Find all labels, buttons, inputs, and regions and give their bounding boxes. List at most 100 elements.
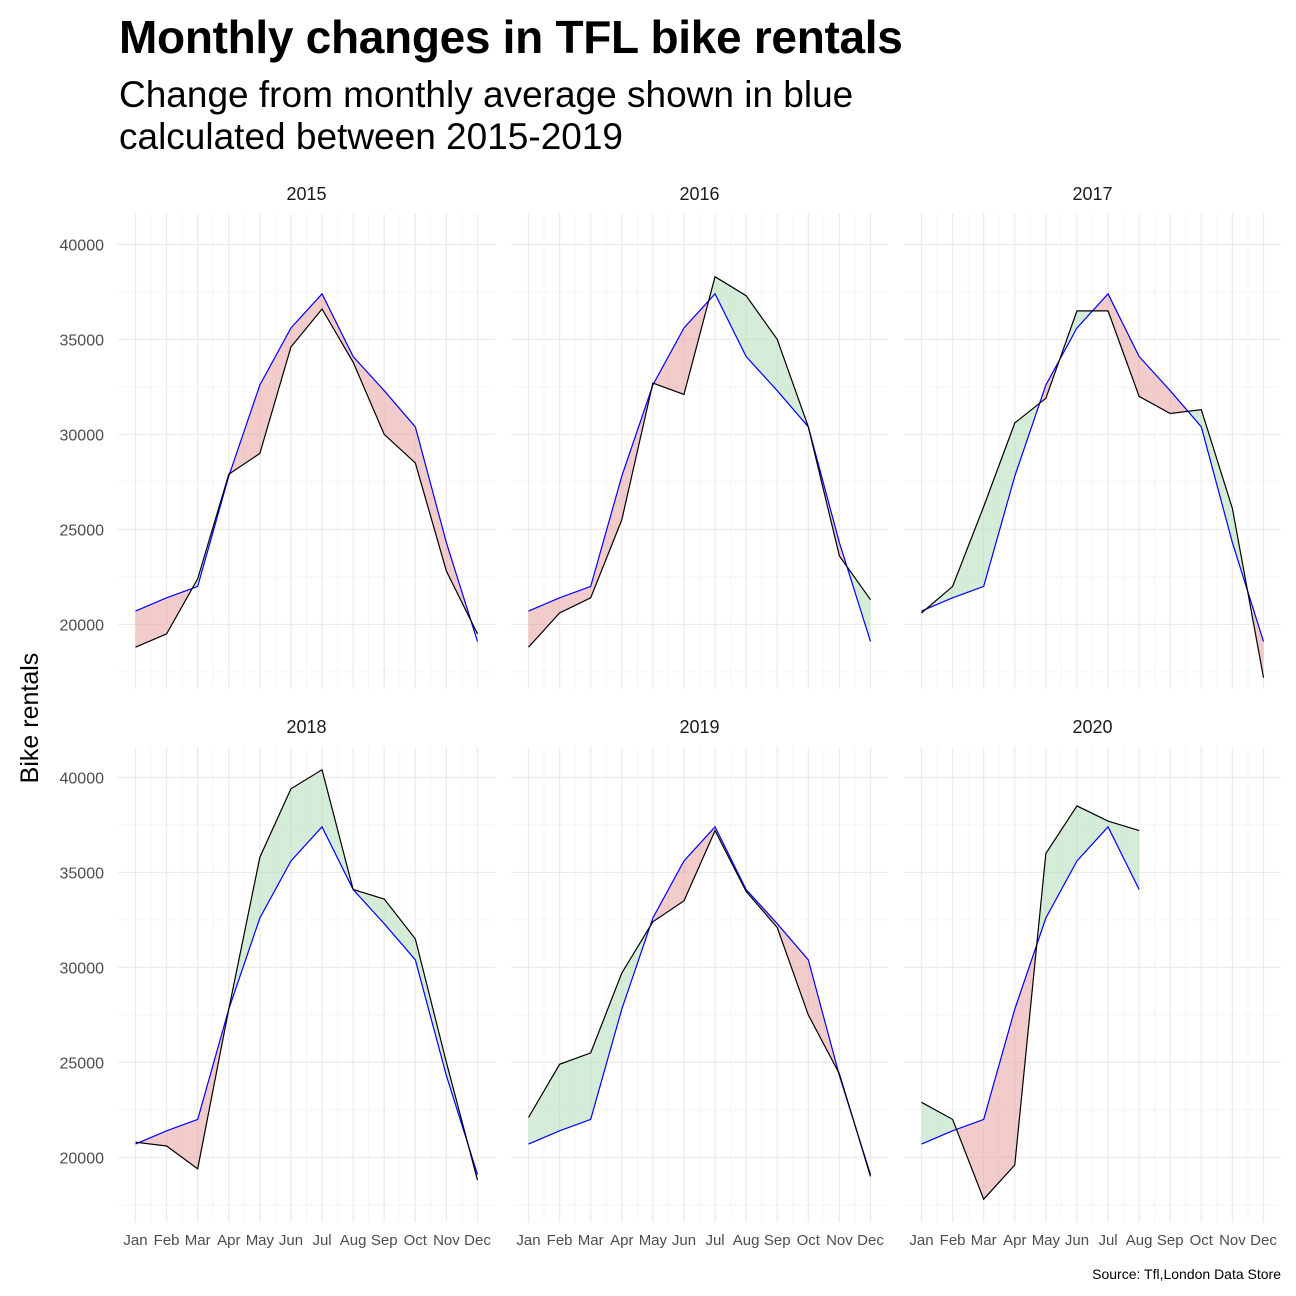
ribbon-above-average [952,506,984,598]
panel-2017: 2017 [904,184,1281,689]
average-line [921,825,1140,1145]
ribbon-below-average [1108,293,1140,397]
ribbon-above-average [983,423,1015,587]
ribbon-above-average [1201,409,1233,543]
x-tick-label: Oct [797,1232,821,1249]
x-tick-label: Apr [610,1232,633,1249]
y-tick-label: 20000 [60,617,105,634]
ribbon-above-average [590,973,622,1120]
x-tick-label: Jun [279,1232,303,1249]
x-tick-label: Jun [672,1232,696,1249]
x-tick-label: Nov [1219,1232,1246,1249]
x-tick-label: Feb [154,1232,180,1249]
x-tick-label: Apr [217,1232,240,1249]
ribbon-below-average [290,293,323,347]
ribbon-below-average [983,1009,1015,1200]
average-line [135,825,479,1175]
x-tick-label: Jul [312,1232,331,1249]
x-tick-label: Feb [547,1232,573,1249]
average-line [528,825,872,1175]
x-tick-label: Jul [705,1232,724,1249]
panel-2019: 2019 Jan Feb Mar Apr May Jun Jul Aug Sep Oct Nov Dec [511,717,888,1249]
panel-2016: 2016 [511,184,888,689]
x-tick-label: Dec [464,1232,491,1249]
ribbon-above-average [528,1064,560,1145]
ribbon-above-average [715,276,747,357]
x-tick-label: Jul [1098,1232,1117,1249]
subtitle-line-1: Change from monthly average shown in blu… [119,74,854,115]
x-tick-label: Jan [123,1232,147,1249]
x-tick-label: Oct [404,1232,428,1249]
ribbon-below-average [559,586,591,613]
ribbon-below-average [956,1119,984,1200]
x-tick-label: May [639,1232,668,1249]
x-tick-label: Jan [909,1232,933,1249]
y-tick-label: 35000 [60,332,105,349]
x-tick-label: Apr [1003,1232,1026,1249]
ribbon-below-average [590,476,622,598]
panel-2020: 2020 Jan Feb Mar Apr May Jun Jul Aug Sep Oct Nov Dec [904,717,1281,1249]
panel-title: 2017 [1072,184,1112,204]
x-tick-label: May [246,1232,275,1249]
ribbon-below-average [259,328,291,454]
ribbon-above-average [290,769,323,861]
x-tick-label: Dec [1250,1232,1277,1249]
actual-line [527,829,872,1177]
panel-title: 2019 [679,717,719,737]
ribbon-above-average [1076,805,1109,861]
x-tick-label: Nov [826,1232,853,1249]
ribbon-above-average [415,938,447,1076]
x-tick-label: May [1032,1232,1061,1249]
actual-line [135,307,479,648]
x-tick-label: Oct [1190,1232,1214,1249]
y-tick-label: 40000 [60,237,105,254]
panel-title: 2020 [1072,717,1112,737]
panel-title: 2018 [286,717,326,737]
x-tick-label: Jun [1065,1232,1089,1249]
y-tick-label: 25000 [60,522,105,539]
ribbon-above-average [1108,821,1140,890]
x-tick-label: Jan [516,1232,540,1249]
y-tick-label: 25000 [60,1055,105,1072]
ribbon-below-average [528,597,560,648]
ribbon-below-average [135,597,167,648]
x-tick-label: Nov [433,1232,460,1249]
y-tick-label: 30000 [60,960,105,977]
y-tick-label: 35000 [60,865,105,882]
actual-line [528,275,871,648]
ribbon-above-average [384,899,416,960]
ribbon-below-average [653,328,684,395]
ribbon-above-average [1045,805,1077,918]
x-tick-label: Sep [764,1232,791,1249]
x-tick-label: Sep [1157,1232,1184,1249]
y-tick-label: 40000 [60,770,105,787]
panel-2018: 2018 20000 25000 30000 35000 40000 Jan Feb Mar Ap… [60,717,495,1249]
ribbon-above-average [746,295,778,391]
panel-title: 2015 [286,184,326,204]
ribbon-below-average [384,390,416,463]
ribbon-below-average [322,293,354,363]
chart-caption: Source: Tfl,London Data Store [1092,1266,1281,1282]
ribbon-above-average [259,788,291,918]
panel-title: 2016 [679,184,719,204]
y-axis-label: Bike rentals [16,653,44,784]
y-tick-label: 20000 [60,1150,105,1167]
ribbon-below-average [1139,356,1171,414]
x-tick-label: Mar [971,1232,997,1249]
x-tick-label: Dec [857,1232,884,1249]
x-tick-label: Mar [578,1232,604,1249]
ribbon-above-average [559,1052,591,1131]
x-tick-label: Mar [185,1232,211,1249]
chart-title: Monthly changes in TFL bike rentals [119,11,903,63]
ribbon-below-average [138,1130,167,1146]
actual-line [135,768,479,1181]
subtitle-line-2: calculated between 2015-2019 [119,116,623,157]
ribbon-below-average [166,1119,198,1169]
x-tick-label: Aug [733,1232,760,1249]
chart-subtitle: Change from monthly average shown in blu… [119,74,1019,158]
x-tick-label: Aug [340,1232,367,1249]
y-tick-label: 30000 [60,427,105,444]
x-tick-label: Sep [371,1232,398,1249]
panel-2015: 2015 20000 25000 30000 35000 40000 [60,184,495,689]
